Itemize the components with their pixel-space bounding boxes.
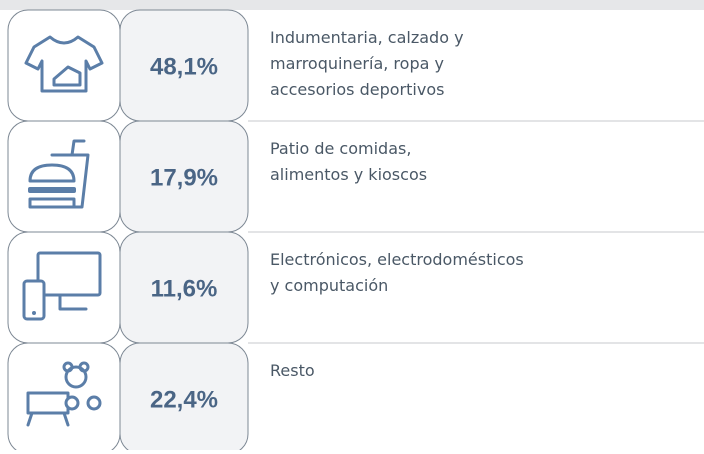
- icon-clothing: [24, 35, 104, 93]
- icon-food: [28, 139, 90, 209]
- icon-box: [7, 120, 121, 233]
- description: accesorios deportivos: [270, 80, 444, 99]
- description: Electrónicos, electrodomésticos: [270, 250, 524, 269]
- description: alimentos y kioscos: [270, 165, 427, 184]
- top-bar: [0, 0, 704, 10]
- icon-box: [7, 9, 121, 122]
- description: Patio de comidas,: [270, 139, 411, 158]
- percent: 22,4%: [150, 387, 218, 414]
- description: marroquinería, ropa y: [270, 54, 444, 73]
- percent: 48,1%: [150, 54, 218, 81]
- percent: 17,9%: [150, 165, 218, 192]
- icon-electronics: [22, 251, 102, 321]
- rows: 48,1% Indumentaria, calzado y marroquinerí…: [7, 9, 704, 454]
- icon-toys: [26, 361, 102, 427]
- description: Indumentaria, calzado y: [270, 28, 464, 47]
- icon-box: [7, 342, 121, 454]
- percent: 11,6%: [151, 276, 218, 303]
- description: Resto: [270, 361, 315, 380]
- percent-box: [119, 342, 249, 454]
- description: y computación: [270, 276, 388, 295]
